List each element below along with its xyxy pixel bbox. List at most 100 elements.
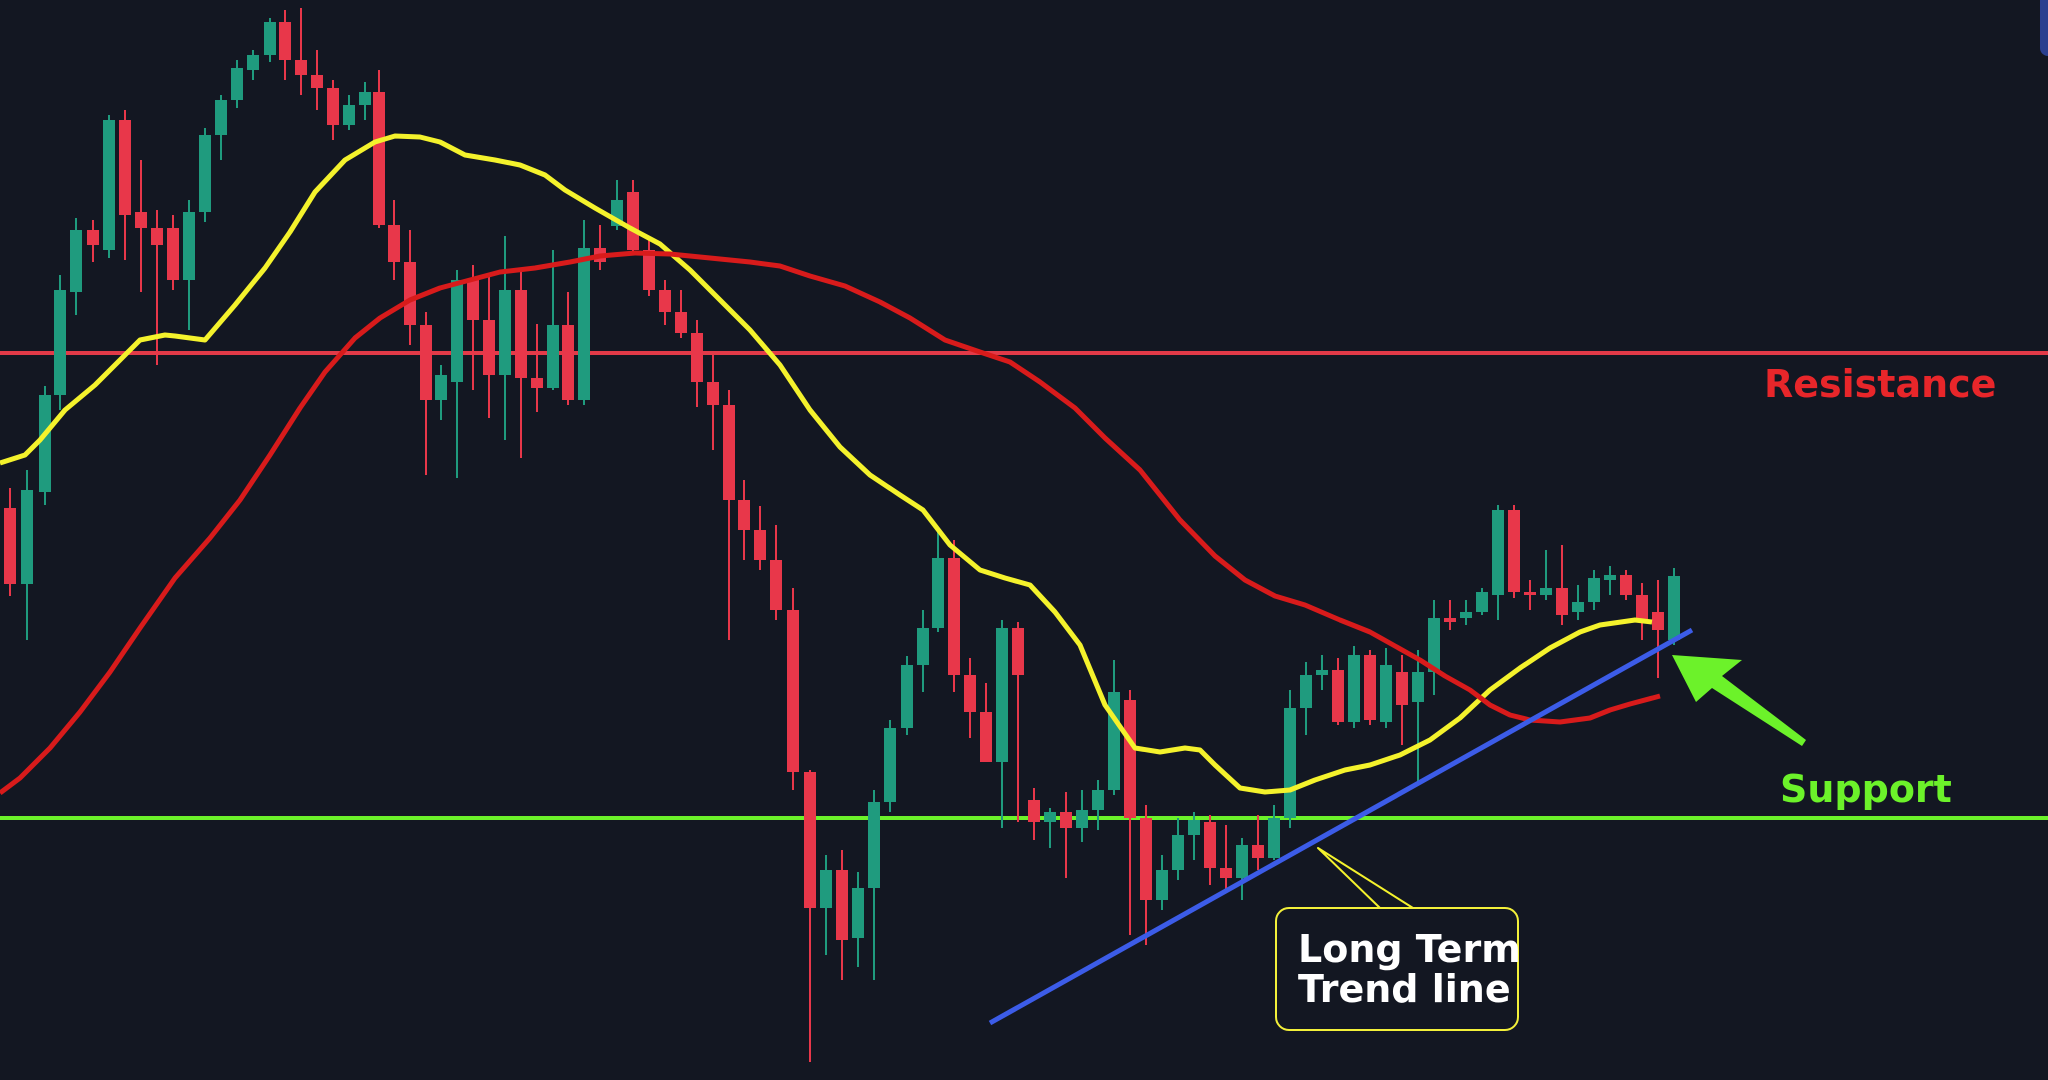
- candle-down: [723, 405, 735, 500]
- candle-up: [1044, 812, 1056, 822]
- candle-down: [1524, 592, 1536, 595]
- candle-up: [1588, 578, 1600, 602]
- candle-up: [1604, 575, 1616, 580]
- candle-down: [420, 325, 432, 400]
- candle-up: [578, 248, 590, 400]
- candle-down: [964, 675, 976, 712]
- ma-fast-line: [0, 133, 1653, 795]
- candle-up: [1380, 665, 1392, 722]
- candle-down: [707, 382, 719, 405]
- trendline: [988, 627, 1694, 1026]
- candle-up: [1076, 810, 1088, 828]
- candle-down: [948, 558, 960, 675]
- candle-down: [1396, 672, 1408, 705]
- candle-down: [1252, 845, 1264, 858]
- candle-down: [515, 290, 527, 378]
- callout-pointer: [1317, 847, 1414, 909]
- resistance-label: Resistance: [1764, 362, 1997, 406]
- candle-down: [1332, 670, 1344, 722]
- candle-up: [103, 120, 115, 250]
- candle-down: [1028, 800, 1040, 822]
- candle-up: [1188, 820, 1200, 835]
- candle-up: [1092, 790, 1104, 810]
- candle-up: [1156, 870, 1168, 900]
- panel-toggle-tab[interactable]: [2040, 0, 2048, 56]
- candle-up: [901, 665, 913, 728]
- candle-down: [1620, 575, 1632, 595]
- candle-up: [868, 802, 880, 888]
- candle-down: [1652, 612, 1664, 630]
- candle-up: [884, 728, 896, 802]
- candle-up: [1572, 602, 1584, 612]
- candle-down: [1140, 818, 1152, 900]
- candle-down: [804, 772, 816, 908]
- candle-down: [675, 312, 687, 333]
- candle-down: [1060, 812, 1072, 828]
- candle-up: [451, 280, 463, 382]
- candle-up: [359, 92, 371, 105]
- candle-down: [1124, 700, 1136, 818]
- candle-down: [770, 560, 782, 610]
- candle-up: [1268, 818, 1280, 858]
- candle-down: [1556, 588, 1568, 615]
- candle-down: [483, 320, 495, 375]
- candle-up: [247, 55, 259, 70]
- candle-down: [531, 378, 543, 388]
- support-arrow: [1672, 655, 1806, 746]
- candle-down: [738, 500, 750, 530]
- candle-down: [119, 120, 131, 215]
- candle-up: [264, 22, 276, 55]
- candle-up: [1172, 835, 1184, 870]
- candle-up: [547, 325, 559, 388]
- callout-spacer: [1315, 890, 1330, 908]
- candle-down: [87, 230, 99, 245]
- candle-up: [1412, 672, 1424, 702]
- candle-up: [21, 490, 33, 584]
- candle-up: [996, 628, 1008, 762]
- candle-down: [836, 870, 848, 940]
- candle-up: [1316, 670, 1328, 675]
- candle-down: [1636, 595, 1648, 620]
- candle-down: [1364, 655, 1376, 720]
- candle-up: [39, 395, 51, 492]
- candle-up: [1540, 588, 1552, 595]
- candle-up: [54, 290, 66, 395]
- candle-down: [467, 280, 479, 320]
- candle-up: [1668, 576, 1680, 640]
- candle-up: [1236, 845, 1248, 878]
- candle-down: [627, 192, 639, 250]
- candle-up: [852, 888, 864, 938]
- candle-up: [1348, 655, 1360, 722]
- candle-down: [1444, 618, 1456, 622]
- candle-down: [659, 290, 671, 312]
- candle-up: [932, 558, 944, 628]
- candle-up: [499, 290, 511, 375]
- candle-down: [1204, 822, 1216, 868]
- trendline-callout: Long Term Trend line: [1275, 907, 1521, 1031]
- support-label: Support: [1780, 767, 1952, 811]
- candle-down: [388, 225, 400, 262]
- candle-down: [980, 712, 992, 762]
- candle-down: [787, 610, 799, 772]
- candle-down: [311, 75, 323, 88]
- candle-down: [327, 88, 339, 125]
- candle-down: [691, 333, 703, 382]
- ma-slow-line: [0, 250, 1661, 795]
- candle-up: [1284, 708, 1296, 818]
- candle-down: [135, 212, 147, 228]
- candle-down: [295, 60, 307, 75]
- candle-down: [4, 508, 16, 584]
- trendline-label-line1: Long Term: [1298, 927, 1521, 971]
- candle-up: [1476, 592, 1488, 612]
- candle-down: [404, 262, 416, 325]
- candle-up: [917, 628, 929, 665]
- candle-up: [231, 68, 243, 100]
- candle-down: [562, 325, 574, 400]
- candle-up: [199, 135, 211, 212]
- candle-down: [1012, 628, 1024, 675]
- candle-down: [1508, 510, 1520, 592]
- candle-up: [70, 230, 82, 292]
- candle-up: [1428, 618, 1440, 672]
- candle-down: [1220, 868, 1232, 878]
